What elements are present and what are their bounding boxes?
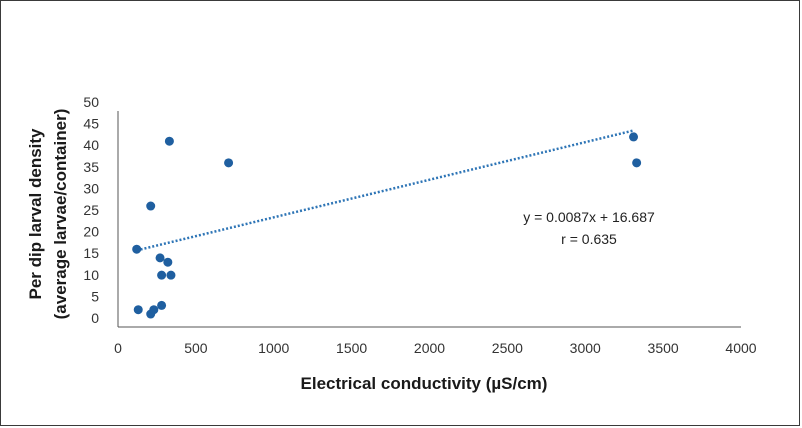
y-tick-label: 20 [83,224,99,240]
data-point [155,253,165,263]
x-tick-label: 2000 [414,340,445,356]
y-axis-title-line-2: (average larvae/container) [51,109,70,320]
y-tick-label: 50 [83,94,99,110]
y-tick-label: 30 [83,180,99,196]
data-point [632,158,642,168]
data-point [157,270,167,280]
x-tick-label: 1000 [258,340,289,356]
x-axis-title: Electrical conductivity (µS/cm) [301,374,548,393]
x-tick-label: 2500 [492,340,523,356]
data-point [157,300,167,310]
y-tick-label: 5 [91,288,99,304]
data-point [133,305,143,315]
y-tick-label: 45 [83,116,99,132]
data-point [164,136,174,146]
y-tick-labels: 0 5 10 15 20 25 30 35 40 45 50 [83,94,99,326]
data-points [132,132,642,319]
y-tick-label: 25 [83,202,99,218]
data-point [163,257,173,267]
y-tick-label: 0 [91,310,99,326]
data-point [146,201,156,211]
x-tick-label: 4000 [725,340,756,356]
y-axis-title-line-1: Per dip larval density [26,128,45,300]
x-tick-label: 1500 [336,340,367,356]
correlation-label: r = 0.635 [561,231,617,247]
x-tick-label: 3000 [570,340,601,356]
data-point [224,158,234,168]
x-tick-labels: 0 500 1000 1500 2000 2500 3000 3500 4000 [114,340,757,356]
equation-label: y = 0.0087x + 16.687 [523,209,655,225]
y-tick-label: 35 [83,159,99,175]
x-tick-label: 500 [184,340,208,356]
y-tick-label: 10 [83,267,99,283]
x-tick-label: 0 [114,340,122,356]
y-tick-label: 40 [83,137,99,153]
trendline [136,129,634,252]
data-point [132,244,142,254]
data-point [629,132,639,142]
y-tick-label: 15 [83,245,99,261]
data-point [166,270,176,280]
x-tick-label: 3500 [648,340,679,356]
data-point [149,305,159,315]
